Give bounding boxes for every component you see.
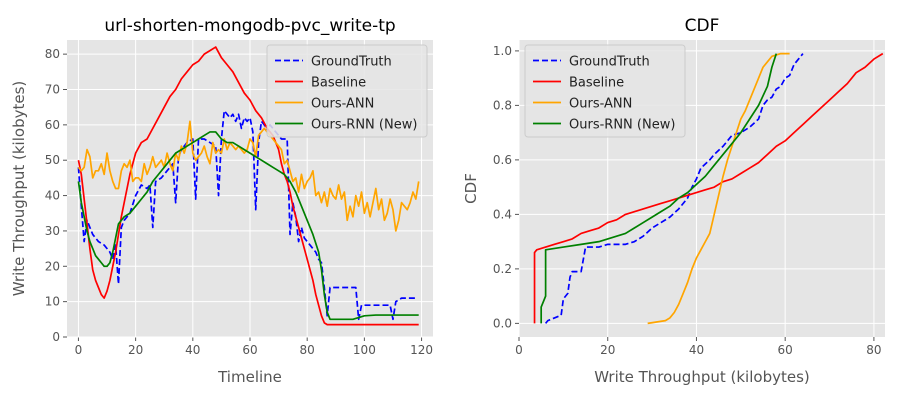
legend: GroundTruth Baseline Ours-ANN Ours-RNN (New… xyxy=(524,44,686,138)
series-line-ours-ann xyxy=(77,120,420,232)
chart-title: url-shorten-mongodb-pvc_write-tp xyxy=(104,16,395,36)
series-line-ours-rnn-new xyxy=(77,131,419,321)
y-tick-label: 0.2 xyxy=(493,262,512,276)
legend-entry: GroundTruth xyxy=(311,55,392,70)
x-tick-label: 0 xyxy=(75,343,83,357)
series-line-ours-ann xyxy=(647,52,790,325)
x-tick-label: 20 xyxy=(128,343,143,357)
y-tick-label: 0.8 xyxy=(493,98,512,112)
y-tick-label: 40 xyxy=(45,189,60,203)
y-tick-label: 0.6 xyxy=(493,153,512,167)
x-tick-label: 100 xyxy=(353,343,376,357)
y-tick-label: 0.0 xyxy=(493,316,512,330)
x-axis-label: Write Throughput (kilobytes) xyxy=(594,368,810,386)
series-line-ours-rnn-new xyxy=(540,53,778,324)
series-line-baseline xyxy=(533,52,884,324)
chart-panel-1: 0 20 40 60 80 100 120 0 10 20 30 40 50 60 70 80 url-shor… xyxy=(10,16,433,386)
series-line-baseline xyxy=(77,46,419,326)
y-tick-label: 1.0 xyxy=(493,44,512,58)
y-tick-label: 0.4 xyxy=(493,207,512,221)
y-tick-label: 60 xyxy=(45,118,60,132)
x-tick-label: 40 xyxy=(689,343,704,357)
x-tick-label: 60 xyxy=(778,343,793,357)
x-tick-label: 80 xyxy=(300,343,315,357)
y-tick-label: 50 xyxy=(45,153,60,167)
y-axis-label: CDF xyxy=(462,173,480,204)
legend-entry: Baseline xyxy=(569,76,624,91)
legend-entry: Baseline xyxy=(311,76,366,91)
chart-title: CDF xyxy=(685,16,720,36)
series-group xyxy=(533,52,884,325)
y-tick-label: 0 xyxy=(52,330,60,344)
x-tick-label: 80 xyxy=(866,343,881,357)
y-tick-label: 80 xyxy=(45,47,60,61)
x-tick-label: 120 xyxy=(410,343,433,357)
x-tick-label: 0 xyxy=(515,343,523,357)
legend: GroundTruth Baseline Ours-ANN Ours-RNN (New… xyxy=(266,44,428,138)
x-tick-label: 60 xyxy=(242,343,257,357)
y-axis-label: Write Throughput (kilobytes) xyxy=(10,81,28,297)
legend-entry: Ours-ANN xyxy=(569,97,632,112)
legend-box xyxy=(524,44,686,138)
y-tick-label: 70 xyxy=(45,83,60,97)
legend-entry: Ours-ANN xyxy=(311,97,374,112)
y-tick-label: 20 xyxy=(45,259,60,273)
x-axis-label: Timeline xyxy=(217,368,282,386)
legend-entry: GroundTruth xyxy=(569,55,650,70)
x-tick-label: 40 xyxy=(185,343,200,357)
legend-entry: Ours-RNN (New) xyxy=(311,118,417,133)
legend-box xyxy=(266,44,428,138)
series-line-groundtruth xyxy=(77,109,416,321)
y-tick-label: 10 xyxy=(45,295,60,309)
y-tick-label: 30 xyxy=(45,224,60,238)
legend-entry: Ours-RNN (New) xyxy=(569,118,675,133)
series-group xyxy=(77,46,420,326)
chart-panel-2: 0 20 40 60 80 0.0 0.2 0.4 0.6 0.8 1.0 CDF Write Thro… xyxy=(462,16,885,386)
x-tick-label: 20 xyxy=(600,343,615,357)
